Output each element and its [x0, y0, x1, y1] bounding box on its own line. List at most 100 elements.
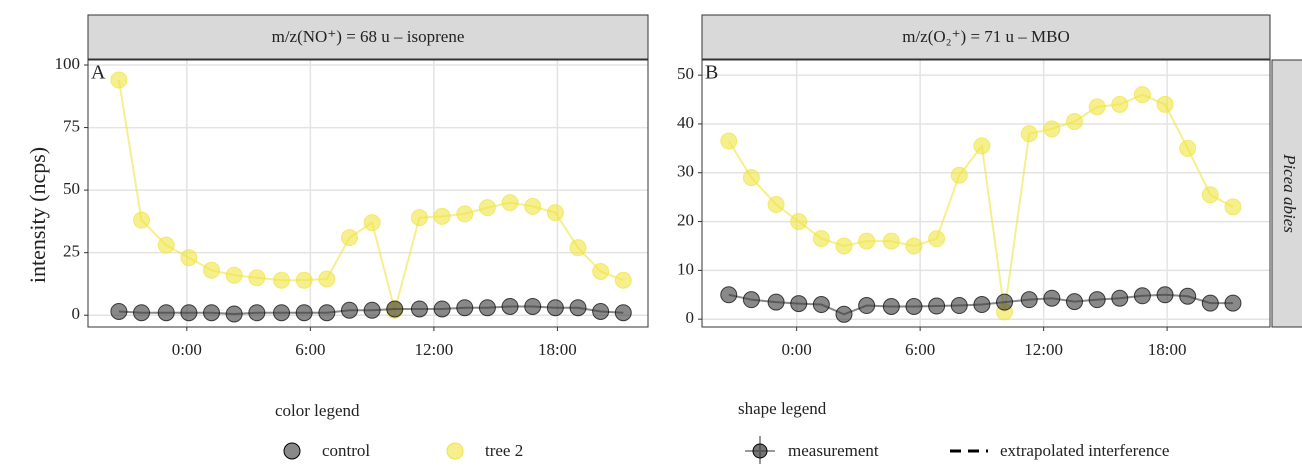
- data-point: [157, 236, 175, 254]
- legend-measurement-key: [745, 436, 775, 466]
- x-tick-label: 18:00: [538, 340, 577, 359]
- data-point: [812, 230, 830, 248]
- data-point: [180, 304, 198, 322]
- data-point: [546, 299, 564, 317]
- data-point: [1088, 98, 1106, 116]
- legend-label: tree 2: [485, 441, 523, 460]
- data-point: [1111, 289, 1129, 307]
- data-point: [295, 304, 313, 322]
- panel-border: [87, 59, 649, 328]
- data-point: [973, 137, 991, 155]
- x-tick-label: 12:00: [1024, 340, 1063, 359]
- y-tick-label: 10: [677, 259, 694, 278]
- data-point: [225, 305, 243, 323]
- data-point: [614, 271, 632, 289]
- panel-strip: [701, 14, 1271, 60]
- data-point: [248, 304, 266, 322]
- data-point: [1043, 289, 1061, 307]
- data-point: [1156, 95, 1174, 113]
- data-point: [248, 269, 266, 287]
- x-tick-label: 0:00: [782, 340, 812, 359]
- data-point: [858, 232, 876, 250]
- data-point: [973, 296, 991, 314]
- y-tick-label: 50: [677, 64, 694, 83]
- x-tick-label: 18:00: [1148, 340, 1187, 359]
- x-tick-label: 6:00: [295, 340, 325, 359]
- data-point: [133, 211, 151, 229]
- data-point: [905, 237, 923, 255]
- data-point: [1088, 291, 1106, 309]
- data-point: [1065, 113, 1083, 131]
- data-point: [928, 297, 946, 315]
- y-tick-label: 75: [63, 116, 80, 135]
- y-tick-label: 100: [55, 54, 81, 73]
- data-point: [812, 296, 830, 314]
- data-point: [363, 214, 381, 232]
- data-point: [1020, 291, 1038, 309]
- legend-label: measurement: [788, 441, 879, 460]
- data-point: [318, 270, 336, 288]
- data-point: [742, 169, 760, 187]
- data-point: [225, 266, 243, 284]
- data-point: [133, 304, 151, 322]
- panel-label: A: [91, 62, 106, 84]
- data-point: [928, 230, 946, 248]
- data-point: [950, 297, 968, 315]
- panel-background: [88, 60, 648, 327]
- data-point: [433, 300, 451, 318]
- data-point: [1111, 95, 1129, 113]
- legend-title: shape legend: [738, 399, 827, 418]
- data-point: [569, 239, 587, 257]
- data-point: [410, 209, 428, 227]
- data-point: [318, 304, 336, 322]
- data-point: [456, 299, 474, 317]
- data-point: [1133, 287, 1151, 305]
- data-point: [433, 207, 451, 225]
- legend-label: extrapolated interference: [1000, 441, 1169, 460]
- data-point: [835, 305, 853, 323]
- panel-title: m/z(O₂⁺) = 71 u – MBO: [902, 27, 1070, 46]
- x-tick-label: 0:00: [172, 340, 202, 359]
- data-point: [767, 195, 785, 213]
- legend-key: [446, 442, 464, 460]
- data-point: [592, 302, 610, 320]
- data-point: [1043, 120, 1061, 138]
- data-point: [1065, 293, 1083, 311]
- data-point: [996, 293, 1014, 311]
- data-point: [1179, 139, 1197, 157]
- data-point: [456, 205, 474, 223]
- panel-title: m/z(NO⁺) = 68 u – isoprene: [272, 27, 465, 46]
- data-point: [742, 291, 760, 309]
- data-point: [767, 293, 785, 311]
- data-point: [882, 232, 900, 250]
- data-point: [569, 299, 587, 317]
- y-tick-label: 25: [63, 242, 80, 261]
- data-point: [882, 297, 900, 315]
- data-point: [592, 262, 610, 280]
- data-point: [950, 166, 968, 184]
- panel-border: [701, 59, 1271, 328]
- legend-key: [283, 442, 301, 460]
- panel-strip: [87, 14, 649, 60]
- data-point: [1201, 294, 1219, 312]
- y-axis-label: intensity (ncps): [25, 147, 50, 283]
- data-point: [524, 297, 542, 315]
- data-point: [386, 300, 404, 318]
- legend-label: control: [322, 441, 370, 460]
- legend-title: color legend: [275, 401, 360, 420]
- panel-background: [702, 60, 1270, 327]
- data-point: [203, 261, 221, 279]
- data-point: [858, 297, 876, 315]
- data-point: [546, 204, 564, 222]
- data-point: [157, 304, 175, 322]
- y-tick-label: 0: [72, 304, 81, 323]
- data-point: [203, 304, 221, 322]
- data-point: [110, 302, 128, 320]
- data-point: [1179, 287, 1197, 305]
- data-point: [273, 304, 291, 322]
- data-point: [295, 271, 313, 289]
- data-point: [340, 229, 358, 247]
- data-point: [524, 197, 542, 215]
- data-point: [1224, 198, 1242, 216]
- y-tick-label: 20: [677, 210, 694, 229]
